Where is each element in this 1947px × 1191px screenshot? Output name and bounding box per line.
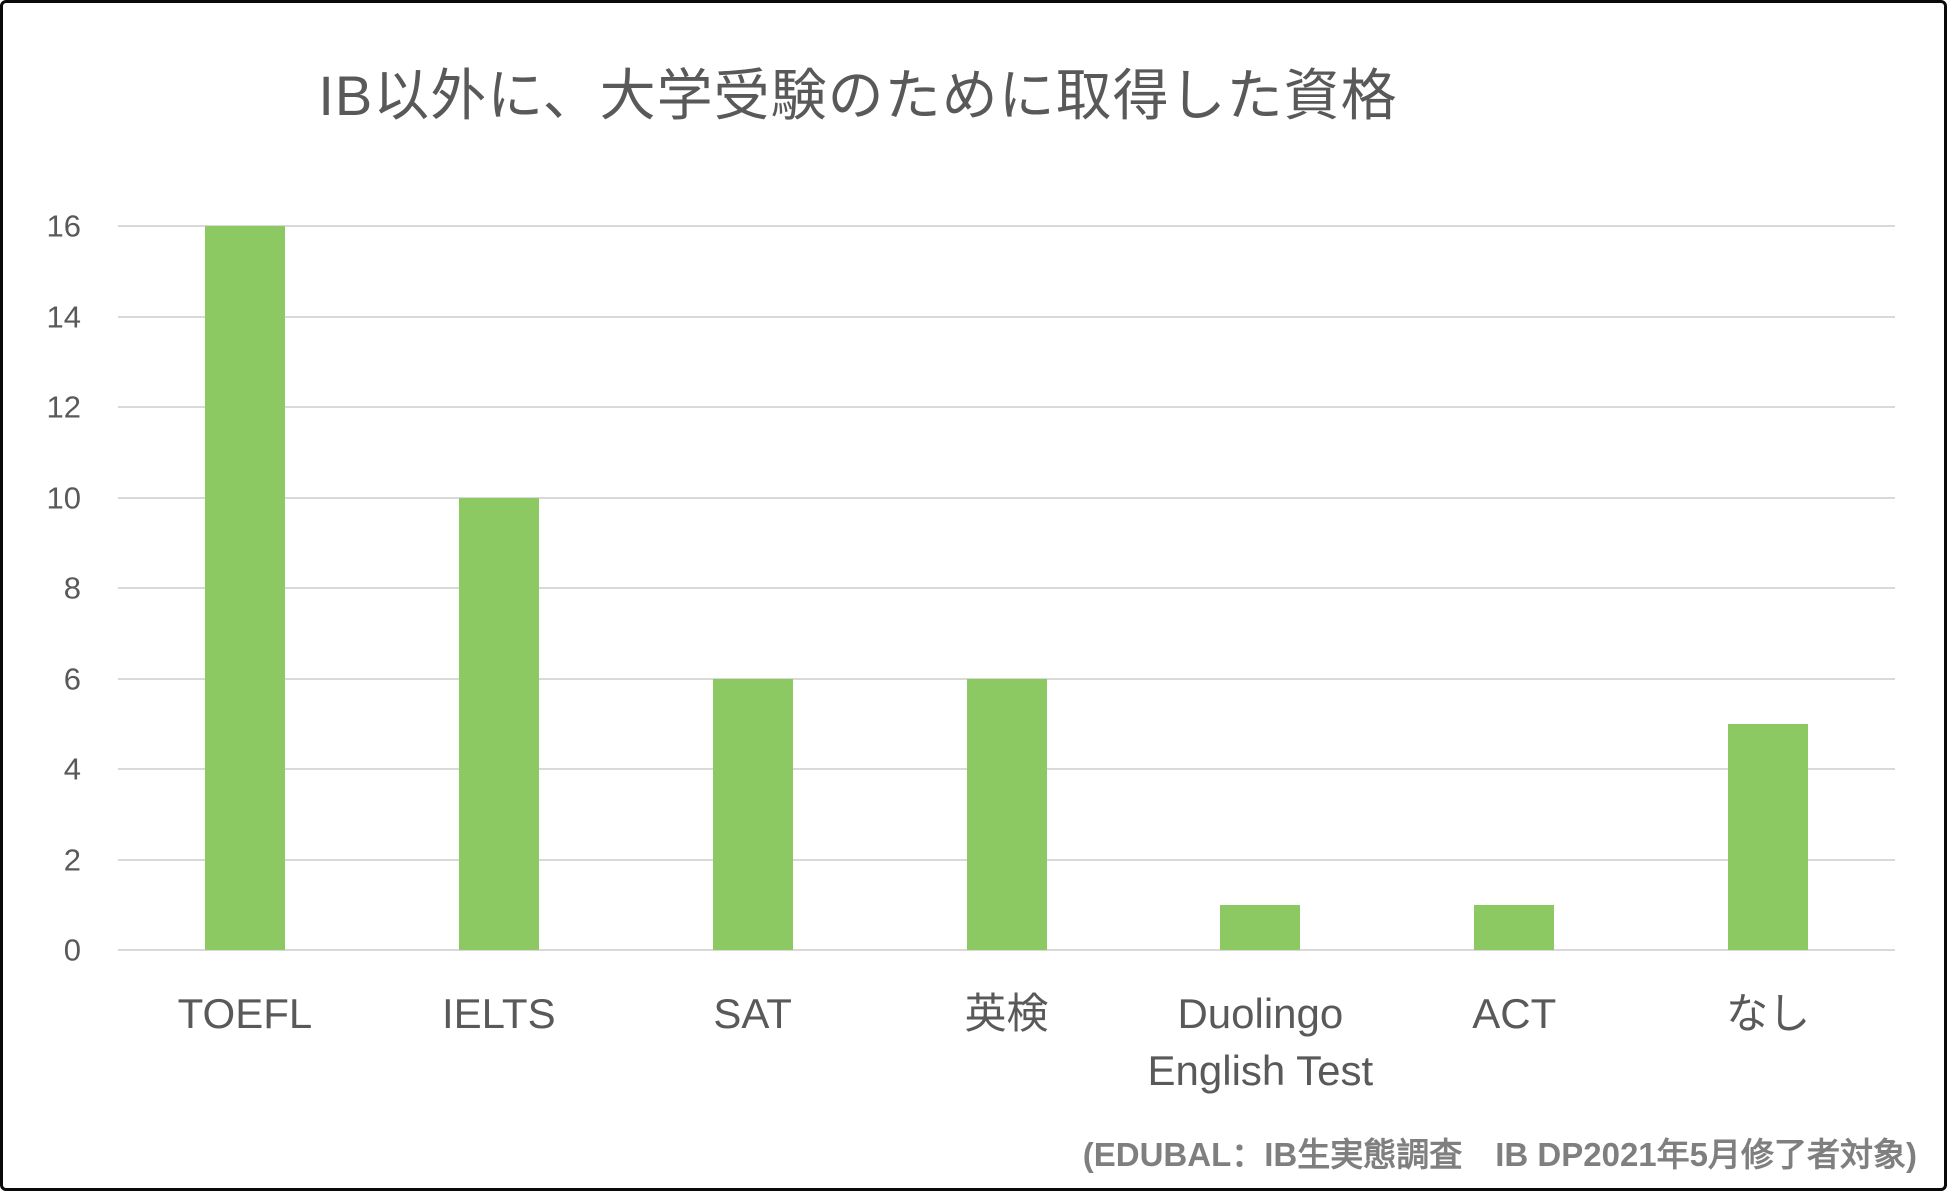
gridline [118,315,1895,318]
bar-toefl [204,226,285,950]
bar-duolingo [1220,904,1301,950]
bar-なし [1728,723,1809,950]
x-axis-label: ACT [1472,990,1557,1037]
bar-ielts [458,497,539,950]
y-axis: 0 2 4 6 8 10 12 14 16 [3,211,99,966]
gridline [118,949,1895,951]
gridline [118,406,1895,408]
y-axis-tick-label: 6 [63,661,81,696]
y-axis-tick-label: 8 [63,570,81,606]
y-axis-tick-label: 0 [63,932,81,968]
gridline [118,225,1895,227]
bar-sat [712,678,793,950]
chart-title: IB以外に、大学受験のために取得した資格 [318,64,1398,127]
plot-area [118,225,1895,951]
source-note: (EDUBAL：IB生実態調査 IB DP2021年5月修了者対象) [1082,1136,1917,1173]
x-axis-label: 英検 [964,990,1049,1037]
x-axis-label: TOEFL [177,990,313,1037]
x-axis-label: なし [1726,990,1811,1037]
y-axis-tick-label: 4 [63,751,81,787]
x-axis-label: SAT [713,990,792,1037]
bar-英検 [966,678,1047,950]
bar-act [1474,904,1555,950]
x-axis-label: Duolingo English Test [1147,990,1374,1094]
y-axis-tick-label: 12 [46,389,81,425]
y-axis-tick-label: 16 [46,208,81,244]
y-axis-tick-label: 14 [46,299,81,334]
x-axis-label: IELTS [441,990,556,1037]
gridline [118,587,1895,589]
y-axis-tick-label: 2 [63,842,81,877]
y-axis-tick-label: 10 [46,480,81,515]
gridline [118,496,1895,499]
x-axis-labels: TOEFL IELTS SAT 英検 Duolingo English Test ACT な… [118,986,1895,1099]
